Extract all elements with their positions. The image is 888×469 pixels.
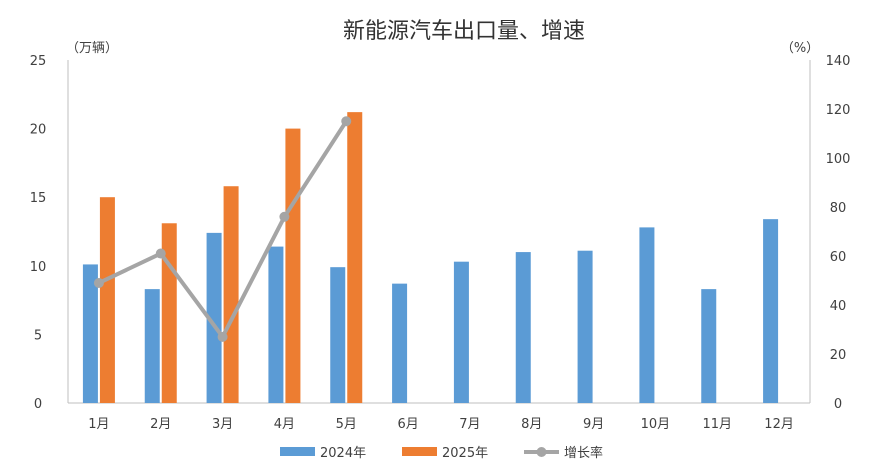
left-tick-label: 5 [34, 328, 42, 343]
bar-2025年-5月 [347, 112, 363, 404]
bars-group [82, 112, 779, 404]
bar-2024年-12月 [763, 219, 779, 403]
chart-title: 新能源汽车出口量、增速 [343, 19, 585, 44]
axes: 0 5 10 15 20 25 0 20 40 60 80 100 120 140 [30, 54, 851, 412]
growth-line-group [93, 116, 352, 342]
growth-point-2月 [155, 248, 166, 259]
x-tick-label: 6月 [397, 417, 418, 432]
legend-swatch-2024年 [280, 447, 315, 456]
legend-label-2024年: 2024年 [320, 446, 366, 461]
bar-2024年-11月 [701, 289, 717, 403]
x-tick-label: 8月 [521, 417, 542, 432]
right-tick-label: 100 [826, 152, 851, 167]
bar-2024年-6月 [392, 283, 408, 403]
legend-swatch-marker [536, 447, 547, 457]
bar-2024年-9月 [577, 250, 593, 403]
bar-2025年-1月 [99, 197, 115, 403]
growth-point-4月 [279, 211, 290, 222]
x-tick-label: 1月 [88, 417, 109, 432]
growth-point-1月 [93, 277, 104, 288]
left-tick-label: 20 [30, 123, 47, 138]
right-tick-label: 0 [834, 397, 842, 412]
x-tick-label: 5月 [336, 417, 357, 432]
x-tick-label: 10月 [641, 417, 671, 432]
bar-2024年-7月 [453, 261, 469, 403]
left-tick-label: 15 [30, 191, 47, 206]
right-tick-label: 40 [830, 299, 847, 314]
left-axis-unit: （万辆） [66, 41, 118, 56]
left-tick-label: 10 [30, 260, 47, 275]
x-tick-label: 11月 [702, 417, 732, 432]
right-tick-label: 60 [830, 250, 847, 265]
right-tick-label: 140 [826, 54, 851, 69]
left-tick-label: 0 [34, 397, 42, 412]
bar-2024年-4月 [268, 246, 284, 403]
bar-2024年-2月 [144, 289, 160, 403]
growth-point-3月 [217, 331, 228, 342]
bar-2024年-5月 [330, 267, 346, 403]
x-tick-label: 9月 [583, 417, 604, 432]
right-tick-label: 80 [830, 201, 847, 216]
legend-label-增长率: 增长率 [564, 445, 603, 461]
bar-2024年-8月 [515, 252, 531, 403]
right-axis-unit: （%） [781, 41, 819, 56]
legend-swatch-2025年 [402, 447, 437, 456]
x-tick-label: 12月 [764, 417, 794, 432]
x-tick-labels: 1月 2月 3月 4月 5月 6月 7月 8月 9月 10月 11月 12月 [88, 417, 794, 432]
bar-2024年-1月 [82, 264, 98, 403]
bar-2024年-10月 [639, 227, 655, 403]
x-tick-label: 2月 [150, 417, 171, 432]
x-tick-label: 7月 [459, 417, 480, 432]
x-tick-label: 4月 [274, 417, 295, 432]
growth-line [98, 120, 348, 339]
right-tick-label: 20 [830, 348, 847, 363]
bar-2024年-3月 [206, 232, 222, 403]
legend-label-2025年: 2025年 [442, 446, 488, 461]
x-tick-label: 3月 [212, 417, 233, 432]
legend: 2024年 2025年 增长率 [280, 445, 603, 461]
growth-point-5月 [341, 116, 352, 127]
bar-2025年-4月 [285, 128, 301, 403]
left-tick-label: 25 [30, 54, 47, 69]
right-tick-label: 120 [826, 103, 851, 118]
bar-2025年-3月 [223, 186, 239, 403]
